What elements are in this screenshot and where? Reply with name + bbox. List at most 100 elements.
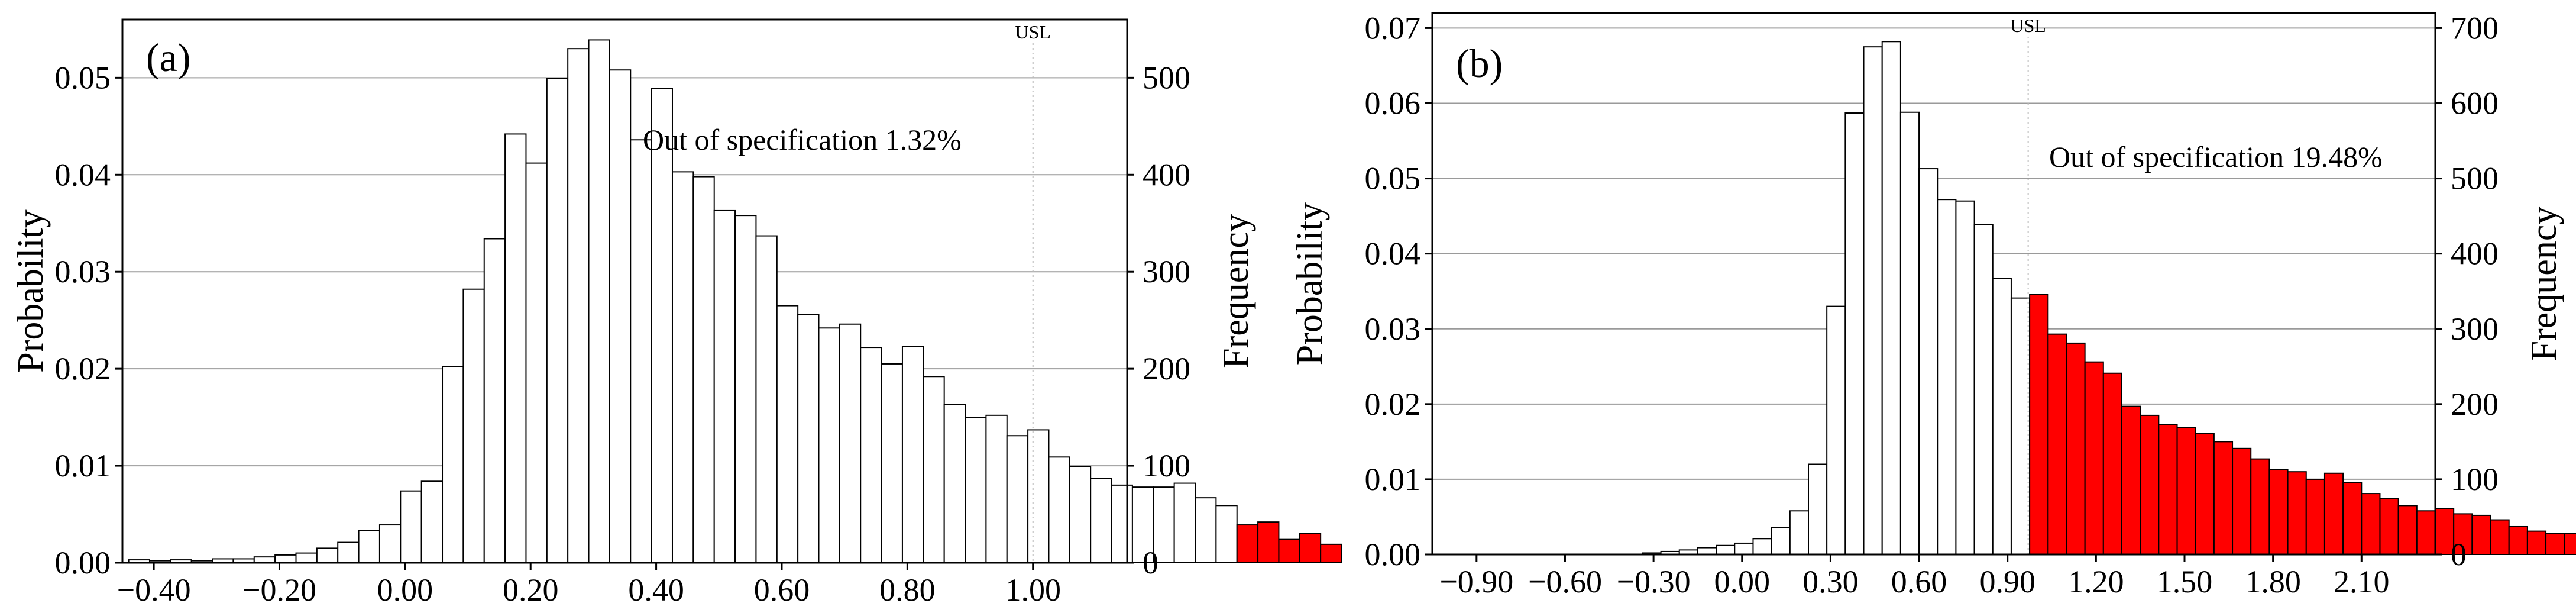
x-tick-label: −0.90 <box>1439 564 1513 599</box>
x-tick-label: 0.30 <box>1802 564 1859 599</box>
bar-out-of-spec <box>2195 433 2215 555</box>
y-left-tick-label: 0.00 <box>1365 537 1421 572</box>
y-axis-left-title: Probability <box>1290 202 1330 366</box>
y-left-tick-label: 0.03 <box>1365 311 1421 347</box>
bar <box>776 305 799 563</box>
bar-out-of-spec <box>2379 498 2399 555</box>
bar <box>400 490 422 564</box>
bar-out-of-spec <box>2232 447 2252 555</box>
bar <box>504 133 527 563</box>
x-tick-label: −0.30 <box>1617 564 1691 599</box>
bar <box>295 552 318 563</box>
bar-out-of-spec <box>2102 372 2122 556</box>
panel-label: (b) <box>1456 41 1503 86</box>
bar-out-of-spec <box>2268 469 2289 555</box>
y-left-tick-label: 0.04 <box>55 157 111 192</box>
bar <box>1955 200 1975 556</box>
y-right-tick-label: 0 <box>1143 545 1158 580</box>
bar <box>1027 429 1050 563</box>
y-right-tick-label: 300 <box>2451 311 2499 347</box>
bar <box>1734 542 1754 555</box>
y-left-tick-label: 0.05 <box>1365 161 1421 196</box>
bar <box>420 480 444 563</box>
y-left-tick-label: 0.04 <box>1365 236 1421 272</box>
y-axis-left-title: Probability <box>11 209 51 373</box>
bar <box>567 48 590 563</box>
bar-out-of-spec <box>2066 342 2086 555</box>
histogram-bars <box>1642 41 2576 556</box>
y-left-tick-label: 0.05 <box>55 60 111 95</box>
y-right-tick-label: 300 <box>1143 254 1190 289</box>
bar-out-of-spec <box>1278 538 1300 564</box>
y-left-tick-label: 0.01 <box>55 448 111 483</box>
y-right-tick-label: 100 <box>2451 462 2499 497</box>
bar <box>1195 497 1217 563</box>
x-tick-label: −0.60 <box>1528 564 1602 599</box>
y-right-tick-label: 500 <box>2451 161 2499 196</box>
bar-out-of-spec <box>2305 478 2325 556</box>
bar <box>1215 505 1238 564</box>
bar <box>1771 527 1791 555</box>
y-right-tick-label: 400 <box>1143 157 1190 192</box>
bar <box>1826 305 1846 555</box>
bar <box>1881 41 1901 555</box>
x-tick-label: 2.10 <box>2334 564 2390 599</box>
bar-out-of-spec <box>2564 533 2576 556</box>
y-right-tick-label: 400 <box>2451 236 2499 272</box>
y-right-tick-label: 500 <box>1143 60 1190 95</box>
bar <box>1173 482 1196 563</box>
x-tick-label: 1.20 <box>2068 564 2124 599</box>
bar <box>1131 486 1154 564</box>
bar <box>525 162 548 564</box>
x-tick-label: 1.00 <box>1005 572 1061 608</box>
y-right-tick-label: 0 <box>2451 537 2467 572</box>
out-of-spec-annotation: Out of specification 1.32% <box>643 123 962 156</box>
bar <box>609 69 632 563</box>
out-of-spec-annotation: Out of specification 19.48% <box>2049 140 2383 173</box>
axis-ticks: −0.40 −0.20 0.00 0.20 0.40 0.60 0.80 1.00 0.00 0.… <box>55 60 1191 608</box>
bar-out-of-spec <box>2361 493 2381 555</box>
bar-out-of-spec <box>2397 505 2418 555</box>
bar <box>1752 538 1772 555</box>
bar <box>818 327 840 563</box>
y-right-tick-label: 700 <box>2451 10 2499 46</box>
bar <box>316 547 339 563</box>
bar <box>1697 547 1717 555</box>
bar <box>546 78 569 564</box>
bar-out-of-spec <box>1236 524 1259 564</box>
bar <box>943 404 966 564</box>
bar-out-of-spec <box>2545 533 2565 556</box>
x-tick-label: 0.00 <box>377 572 433 608</box>
bar-out-of-spec <box>2490 519 2510 556</box>
bar-out-of-spec <box>2029 294 2049 555</box>
bar <box>651 88 673 563</box>
x-tick-label: 0.00 <box>1714 564 1771 599</box>
bar <box>965 417 987 563</box>
y-left-tick-label: 0.00 <box>55 545 111 580</box>
y-right-tick-label: 100 <box>1143 448 1190 483</box>
x-tick-label: 0.20 <box>503 572 559 608</box>
bar <box>923 376 945 563</box>
bar <box>901 346 924 563</box>
x-tick-label: 0.80 <box>879 572 936 608</box>
x-tick-label: 0.40 <box>628 572 684 608</box>
x-tick-label: 1.80 <box>2245 564 2301 599</box>
bar <box>1973 224 1994 555</box>
bar <box>1844 112 1865 556</box>
bar <box>1716 544 1736 555</box>
panel-label: (a) <box>146 35 190 80</box>
bar-out-of-spec <box>2121 405 2141 555</box>
bar <box>1937 199 1957 555</box>
axis-ticks: −0.90 −0.60 −0.30 0.00 0.30 0.60 0.90 1.20 1.50 1… <box>1365 10 2499 599</box>
x-tick-label: 0.60 <box>754 572 810 608</box>
bar-out-of-spec <box>2047 333 2067 555</box>
bar-out-of-spec <box>2140 414 2160 555</box>
bar <box>1899 111 1920 555</box>
y-left-tick-label: 0.06 <box>1365 86 1421 121</box>
bar <box>1069 466 1092 563</box>
bar <box>671 171 694 563</box>
x-tick-label: −0.40 <box>117 572 191 608</box>
bar <box>755 235 778 563</box>
bar <box>442 366 464 563</box>
bar <box>337 541 360 564</box>
